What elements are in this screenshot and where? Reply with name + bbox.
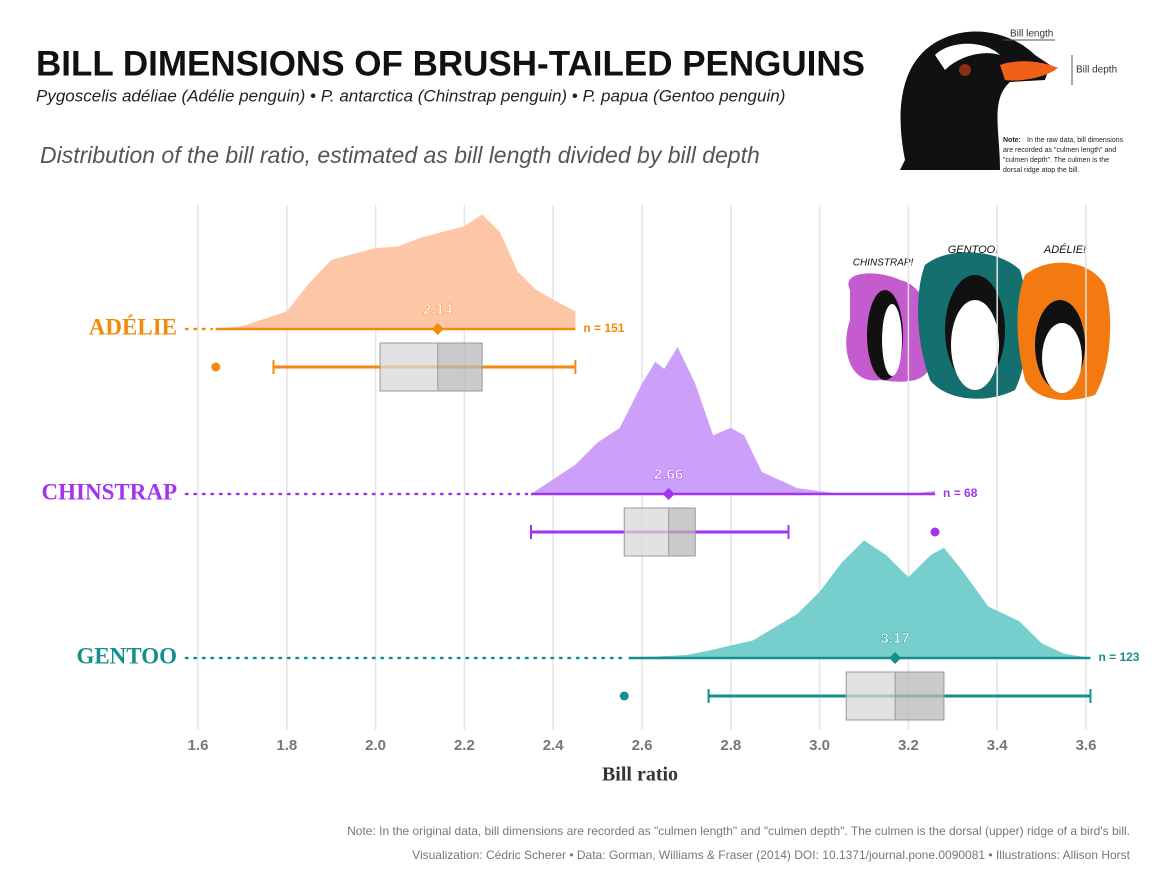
head-illustration: [900, 31, 1073, 171]
caption: Note: In the original data, bill dimensi…: [347, 824, 1130, 838]
x-tick-label: 2.2: [454, 737, 475, 754]
note-head: Note:: [1003, 137, 1021, 144]
penguin-illustration: [846, 252, 1111, 400]
median-label: 2.14: [423, 301, 453, 318]
note-line: In the raw data, bill dimensions: [1027, 137, 1124, 144]
chart-subtitle: Pygoscelis adéliae (Adélie penguin) • P.…: [36, 86, 785, 105]
note-line: "culmen depth". The culmen is the: [1003, 157, 1109, 164]
outlier: [211, 362, 221, 372]
density: [628, 540, 1091, 658]
x-tick-label: 2.8: [720, 737, 741, 754]
median-label: 3.17: [880, 630, 909, 647]
penguin-label: CHINSTRAP!: [853, 258, 914, 269]
x-tick-label: 2.6: [632, 737, 653, 754]
x-tick-label: 3.4: [987, 737, 1009, 754]
chart-description: Distribution of the bill ratio, estimate…: [40, 142, 760, 168]
group-label: ADÉLIE: [89, 314, 177, 339]
x-tick-label: 2.4: [543, 737, 565, 754]
penguin-label: GENTOO!: [948, 244, 999, 256]
box-lower: [380, 343, 438, 391]
note-line: dorsal ridge atop the bill.: [1003, 167, 1079, 174]
bill-depth-label: Bill depth: [1076, 65, 1117, 76]
x-tick-label: 1.8: [276, 737, 297, 754]
median-label: 2.66: [654, 466, 683, 483]
x-tick-label: 3.0: [809, 737, 830, 754]
group-label: GENTOO: [76, 643, 177, 668]
x-axis-title: Bill ratio: [602, 764, 678, 786]
density: [531, 347, 936, 494]
bill-length-label: Bill length: [1010, 29, 1053, 40]
density: [215, 214, 576, 329]
caption: Visualization: Cédric Scherer • Data: Go…: [412, 848, 1131, 862]
group-label: CHINSTRAP: [42, 479, 177, 504]
median-marker: [889, 652, 902, 664]
note-line: are recorded as "culmen length" and: [1003, 147, 1116, 154]
x-tick-label: 3.2: [898, 737, 919, 754]
x-tick-label: 3.6: [1076, 737, 1097, 754]
median-marker: [431, 323, 444, 335]
outlier: [930, 527, 940, 537]
box-lower: [624, 508, 669, 556]
penguin-label: ADÉLIE!: [1043, 243, 1086, 256]
n-label: n = 68: [943, 486, 978, 500]
box-outline: [379, 342, 483, 392]
chart-title: BILL DIMENSIONS OF BRUSH-TAILED PENGUINS: [36, 44, 865, 83]
median-marker: [662, 488, 675, 500]
box-outline: [623, 507, 696, 557]
x-tick-label: 1.6: [188, 737, 209, 754]
n-label: n = 123: [1098, 650, 1139, 664]
box-lower: [846, 672, 896, 720]
box-upper: [895, 672, 944, 720]
box-upper: [668, 508, 696, 556]
x-tick-label: 2.0: [365, 737, 386, 754]
box-upper: [437, 343, 483, 391]
outlier: [619, 691, 629, 701]
n-label: n = 151: [583, 321, 624, 335]
